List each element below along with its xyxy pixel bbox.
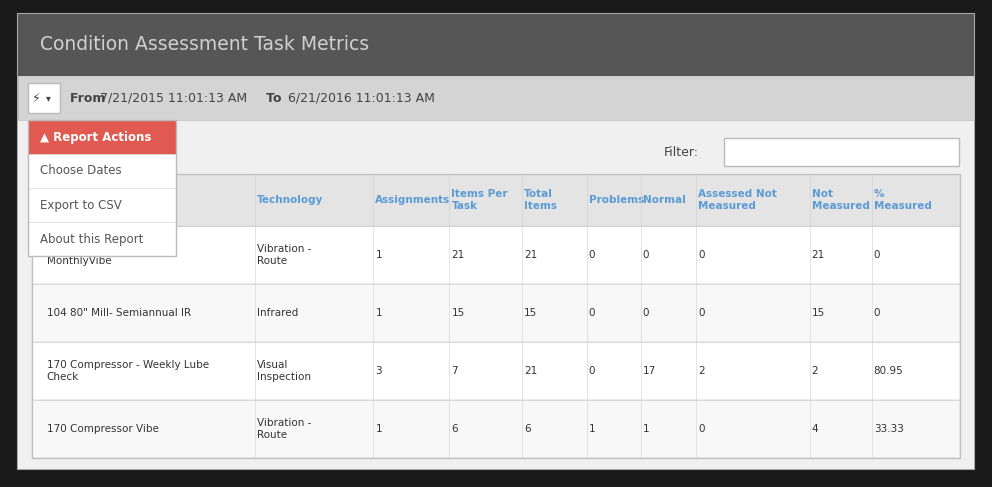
Text: About this Report: About this Report (40, 232, 144, 245)
Text: 21: 21 (811, 250, 824, 260)
Bar (28, 83, 60, 113)
Bar (18, 76, 974, 120)
Text: 3: 3 (375, 366, 382, 376)
Text: Items Per
Task: Items Per Task (451, 189, 508, 211)
Text: To: To (266, 92, 286, 105)
Text: 0: 0 (698, 250, 704, 260)
Text: 0: 0 (874, 250, 880, 260)
Text: 0: 0 (874, 308, 880, 318)
Text: 6/21/2016 11:01:13 AM: 6/21/2016 11:01:13 AM (288, 92, 434, 105)
Text: 1: 1 (375, 424, 382, 434)
Text: 0: 0 (589, 250, 595, 260)
Text: 101 Cooling Tower-
MonthlyVibe: 101 Cooling Tower- MonthlyVibe (47, 244, 146, 266)
Text: 0: 0 (643, 308, 649, 318)
Text: Task: Task (47, 195, 73, 205)
Text: 80.95: 80.95 (874, 366, 904, 376)
Text: 2: 2 (698, 366, 705, 376)
Text: Assignments: Assignments (375, 195, 450, 205)
Text: Vibration -
Route: Vibration - Route (257, 418, 310, 440)
Text: 170 Compressor - Weekly Lube
Check: 170 Compressor - Weekly Lube Check (47, 360, 209, 382)
Bar (32, 284, 960, 342)
Text: ▲ Report Actions: ▲ Report Actions (40, 131, 152, 144)
Bar (28, 120, 176, 154)
Text: 1: 1 (589, 424, 595, 434)
Text: 21: 21 (524, 250, 537, 260)
Text: Technology: Technology (257, 195, 323, 205)
Text: ▾: ▾ (46, 93, 51, 103)
Text: From: From (70, 92, 110, 105)
Text: Total
Items: Total Items (524, 189, 557, 211)
Bar (18, 14, 974, 76)
Text: 0: 0 (589, 308, 595, 318)
Text: 4: 4 (811, 424, 818, 434)
Text: 0: 0 (698, 308, 704, 318)
Text: Visual
Inspection: Visual Inspection (257, 360, 310, 382)
Bar (28, 154, 176, 188)
Text: ⚡: ⚡ (32, 92, 41, 105)
Bar (28, 188, 176, 222)
Text: Normal: Normal (643, 195, 685, 205)
Text: 0: 0 (643, 250, 649, 260)
Bar (32, 174, 960, 458)
Text: 15: 15 (451, 308, 464, 318)
Text: Vibration -
Route: Vibration - Route (257, 244, 310, 266)
Text: Not
Measured: Not Measured (811, 189, 869, 211)
Bar (28, 222, 176, 256)
Text: 1: 1 (375, 250, 382, 260)
Text: Filter:: Filter: (664, 146, 699, 158)
Text: 21: 21 (524, 366, 537, 376)
Text: 0: 0 (589, 366, 595, 376)
Text: 7: 7 (451, 366, 458, 376)
Text: Condition Assessment Task Metrics: Condition Assessment Task Metrics (40, 36, 369, 55)
Text: Export to CSV: Export to CSV (40, 199, 122, 211)
Text: Infrared: Infrared (257, 308, 298, 318)
Text: 104 80" Mill- Semiannual IR: 104 80" Mill- Semiannual IR (47, 308, 191, 318)
Text: 33.33: 33.33 (874, 424, 904, 434)
Text: Choose Dates: Choose Dates (40, 165, 122, 177)
Bar (28, 120, 176, 256)
Text: 15: 15 (524, 308, 537, 318)
Text: %
Measured: % Measured (874, 189, 931, 211)
Text: 17: 17 (643, 366, 656, 376)
Bar (18, 120, 974, 469)
Bar (32, 174, 960, 226)
Text: Problems: Problems (589, 195, 644, 205)
Text: 170 Compressor Vibe: 170 Compressor Vibe (47, 424, 159, 434)
Text: 1: 1 (375, 308, 382, 318)
Text: Assessed Not
Measured: Assessed Not Measured (698, 189, 777, 211)
Text: 7/21/2015 11:01:13 AM: 7/21/2015 11:01:13 AM (100, 92, 251, 105)
Bar (32, 226, 960, 284)
Bar (724, 138, 959, 166)
Text: 0: 0 (698, 424, 704, 434)
Bar (32, 342, 960, 400)
Text: 21: 21 (451, 250, 464, 260)
Text: 2: 2 (811, 366, 818, 376)
Text: 15: 15 (811, 308, 824, 318)
Bar (32, 400, 960, 458)
Text: 6: 6 (451, 424, 458, 434)
Text: 6: 6 (524, 424, 531, 434)
Text: 1: 1 (643, 424, 649, 434)
